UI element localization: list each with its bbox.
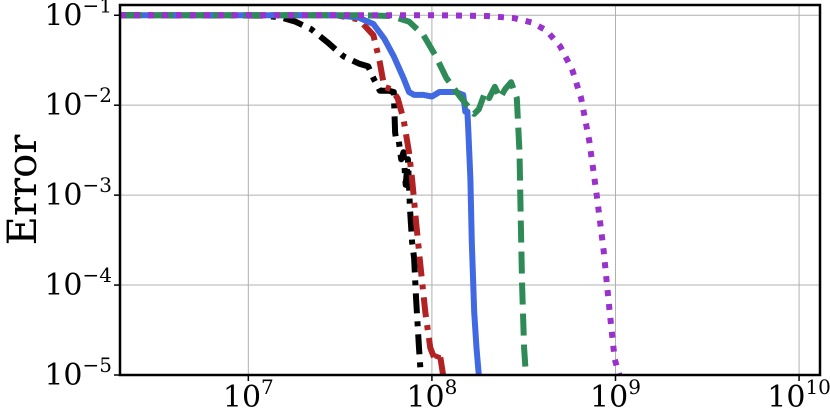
y-tick-label: 10−4 xyxy=(44,263,112,303)
x-tick-label: 1010 xyxy=(767,375,830,415)
y-tick-label: 10−3 xyxy=(44,173,112,213)
y-axis-label: Error xyxy=(0,134,46,246)
series-line-3 xyxy=(120,12,482,375)
series-line-5 xyxy=(120,12,623,375)
series-group xyxy=(120,12,623,375)
series-line-2 xyxy=(120,12,447,375)
x-tick-label: 109 xyxy=(590,375,641,415)
ticks: 107 108 109 1010 10−1 10−2 10−3 10−4 10−5 xyxy=(44,0,830,415)
y-tick-label: 10−1 xyxy=(44,0,112,33)
x-tick-label: 108 xyxy=(406,375,457,415)
plot-frame xyxy=(118,3,822,377)
y-tick-label: 10−5 xyxy=(44,353,112,393)
y-tick-label: 10−2 xyxy=(44,83,112,123)
x-tick-label: 107 xyxy=(223,375,274,415)
series-line-4 xyxy=(120,12,529,375)
